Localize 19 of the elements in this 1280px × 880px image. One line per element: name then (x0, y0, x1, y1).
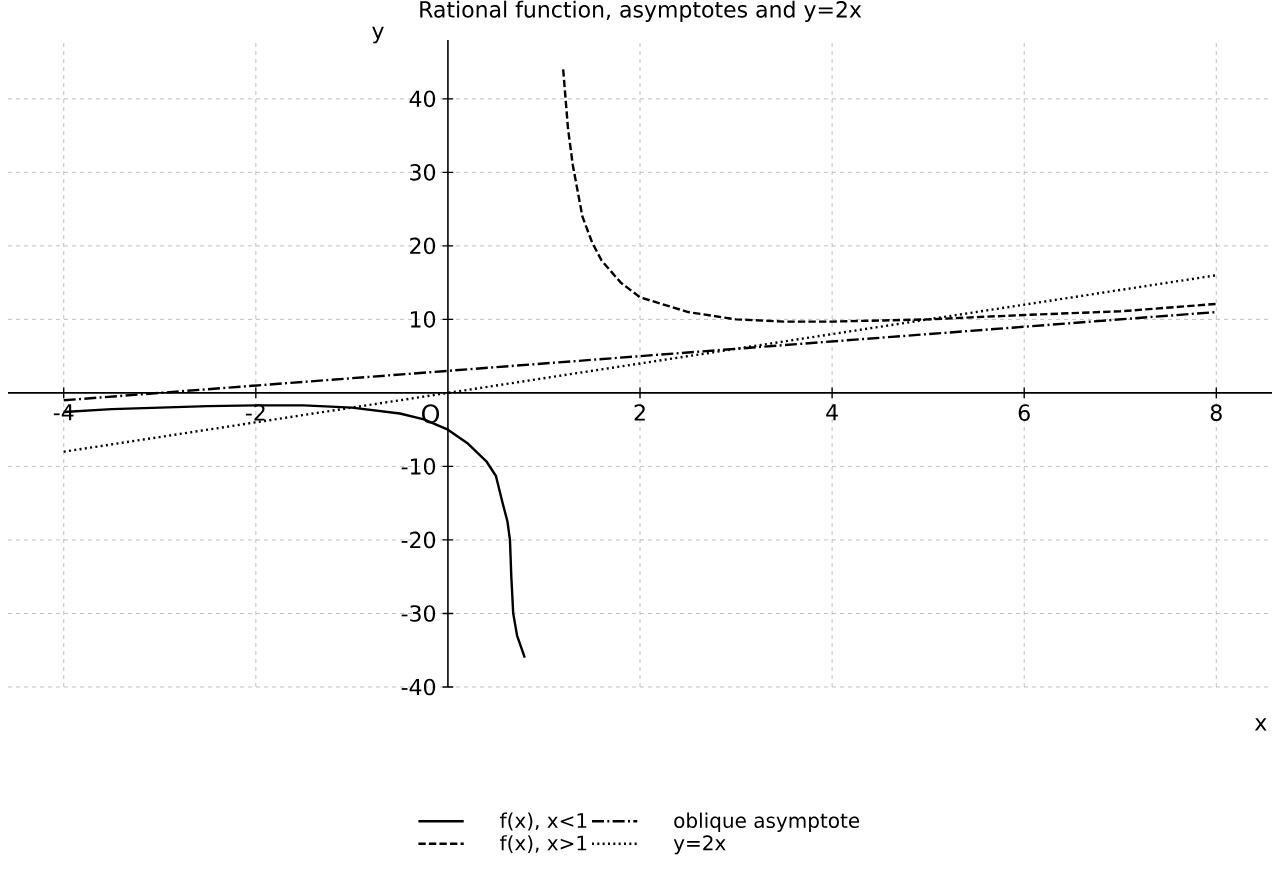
y-tick-label: 10 (410, 311, 436, 328)
y-tick-label: -20 (401, 531, 436, 549)
y-tick-label: 20 (410, 237, 436, 255)
legend-label: f(x), x<1 (500, 812, 587, 831)
legend-label: f(x), x>1 (500, 835, 587, 853)
legend-label: oblique asymptote (674, 812, 860, 832)
x-tick-label: 4 (826, 404, 838, 421)
y-axis-title: y (372, 26, 384, 44)
y-tick-label: -30 (401, 605, 436, 622)
y-tick-label: -10 (401, 458, 436, 475)
x-tick-label: 2 (634, 404, 645, 421)
y-tick-label: 40 (409, 90, 436, 108)
y-tick-label: -40 (401, 678, 436, 696)
x-tick-label: 8 (1210, 404, 1222, 421)
chart-title: Rational function, asymptotes and y=2x (420, 0, 862, 22)
y-tick-label: 30 (410, 164, 436, 181)
x-axis-title: x (1254, 718, 1267, 731)
x-tick-label: 6 (1018, 404, 1030, 421)
legend-label: y=2x (673, 835, 726, 855)
